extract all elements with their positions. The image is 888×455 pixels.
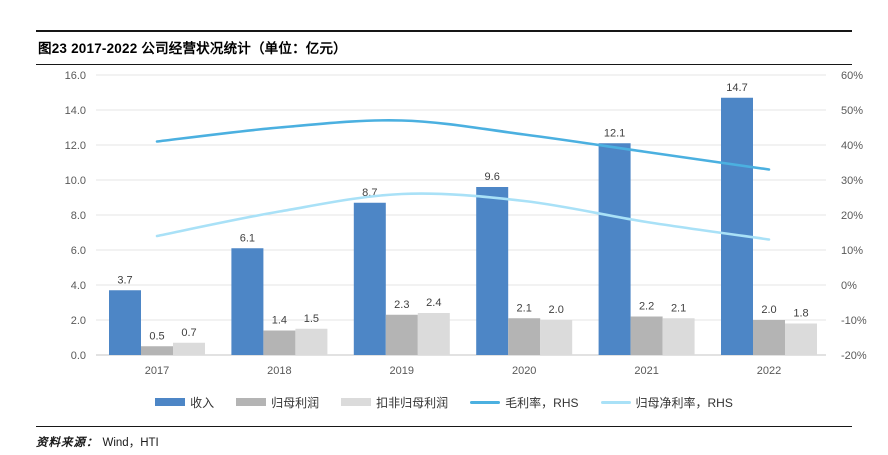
value-label-revenue-2022: 14.7 — [726, 82, 747, 94]
y-axis-right-tick: 30% — [841, 175, 863, 187]
figure-header: 图23 2017-2022 公司经营状况统计（单位：亿元） — [36, 30, 852, 65]
chart-area: 0.0 2.0 4.0 6.0 8.0 10.0 12.0 14.0 16.0 -20% -10% 0… — [0, 58, 888, 390]
value-label-adjusted-net-profit-2021: 2.1 — [671, 302, 686, 314]
value-label-net-profit-2019: 2.3 — [394, 299, 409, 311]
chart-legend: 收入 归母利润 扣非归母利润 毛利率，RHS 归母净利率，RHS — [0, 391, 888, 413]
bar-revenue-2021 — [598, 143, 631, 355]
y-axis-right-tick: 10% — [841, 245, 863, 257]
y-axis-left-tick: 8.0 — [71, 210, 86, 222]
y-axis-right-tick: 60% — [841, 70, 863, 82]
value-label-net-profit-2018: 1.4 — [272, 315, 287, 327]
value-label-net-profit-2017: 0.5 — [149, 330, 164, 342]
value-label-revenue-2017: 3.7 — [117, 274, 132, 286]
legend-swatch-gross-margin-rhs — [470, 400, 501, 404]
y-axis-right-tick: -20% — [841, 350, 867, 362]
bar-adjusted-net-profit-2018 — [295, 328, 328, 355]
bar-revenue-2022 — [721, 97, 753, 355]
x-axis-tick-2017: 2017 — [145, 365, 169, 377]
legend-label-adjusted-net-profit: 扣非归母利润 — [376, 395, 449, 410]
x-axis-tick-2022: 2022 — [757, 365, 781, 377]
line-gross-margin-rhs — [155, 119, 771, 171]
bar-net-profit-2020 — [508, 318, 541, 355]
value-label-revenue-2021: 12.1 — [604, 127, 625, 139]
value-label-net-profit-2021: 2.2 — [639, 301, 654, 313]
y-axis-left-tick: 4.0 — [71, 280, 86, 292]
bar-net-profit-2021 — [630, 316, 663, 355]
bar-revenue-2017 — [109, 290, 141, 355]
value-label-adjusted-net-profit-2019: 2.4 — [426, 297, 441, 309]
legend-swatch-revenue — [155, 398, 186, 406]
legend-label-revenue: 收入 — [190, 395, 215, 410]
value-label-adjusted-net-profit-2020: 2.0 — [549, 304, 564, 316]
legend-item-revenue: 收入 — [155, 394, 214, 411]
value-label-net-profit-2022: 2.0 — [761, 304, 776, 316]
y-axis-left-tick: 2.0 — [71, 315, 86, 327]
bar-adjusted-net-profit-2017 — [173, 342, 205, 355]
value-label-revenue-2020: 9.6 — [485, 171, 500, 183]
value-label-revenue-2018: 6.1 — [240, 232, 255, 244]
bar-adjusted-net-profit-2020 — [540, 320, 573, 355]
legend-label-net-profit: 归母利润 — [271, 395, 320, 410]
y-axis-right-tick: 40% — [841, 140, 863, 152]
line-net-margin-rhs — [155, 192, 771, 241]
value-label-adjusted-net-profit-2017: 0.7 — [181, 327, 196, 339]
legend-label-net-margin-rhs: 归母净利率，RHS — [635, 395, 733, 410]
y-axis-left-tick: 6.0 — [71, 245, 86, 257]
bar-adjusted-net-profit-2022 — [785, 323, 817, 355]
legend-swatch-net-profit — [236, 398, 267, 406]
chart-canvas: 0.0 2.0 4.0 6.0 8.0 10.0 12.0 14.0 16.0 -20% -10% 0… — [65, 70, 867, 377]
legend-swatch-adjusted-net-profit — [341, 398, 372, 406]
y-axis-right-tick: 50% — [841, 105, 863, 117]
figure-title: 图23 2017-2022 公司经营状况统计（单位：亿元） — [38, 41, 347, 56]
source-row: 资料来源： Wind，HTI — [36, 426, 852, 450]
y-axis-left-tick: 0.0 — [71, 350, 86, 362]
legend-label-gross-margin-rhs: 毛利率，RHS — [505, 395, 579, 410]
legend-item-net-profit: 归母利润 — [236, 394, 319, 411]
y-axis-left-tick: 12.0 — [65, 140, 86, 152]
y-axis-left-tick: 14.0 — [65, 105, 86, 117]
bar-net-profit-2018 — [263, 330, 296, 355]
bar-net-profit-2019 — [385, 314, 418, 355]
source-value: Wind，HTI — [102, 437, 159, 449]
bar-revenue-2020 — [476, 187, 509, 355]
y-axis-right-tick: 20% — [841, 210, 863, 222]
source-label: 资料来源： — [36, 437, 99, 449]
bar-adjusted-net-profit-2019 — [417, 313, 450, 355]
y-axis-left-tick: 10.0 — [65, 175, 86, 187]
legend-item-gross-margin-rhs: 毛利率，RHS — [470, 394, 579, 411]
legend-swatch-net-margin-rhs — [600, 400, 631, 404]
y-axis-left-tick: 16.0 — [65, 70, 86, 82]
bar-revenue-2018 — [231, 248, 264, 355]
x-axis-tick-2018: 2018 — [267, 365, 291, 377]
bar-adjusted-net-profit-2021 — [662, 318, 695, 355]
bar-net-profit-2022 — [753, 320, 785, 355]
x-axis-tick-2020: 2020 — [512, 365, 536, 377]
value-label-adjusted-net-profit-2022: 1.8 — [793, 308, 808, 320]
value-label-adjusted-net-profit-2018: 1.5 — [304, 313, 319, 325]
value-label-net-profit-2020: 2.1 — [517, 302, 532, 314]
x-axis-tick-2019: 2019 — [390, 365, 414, 377]
legend-item-net-margin-rhs: 归母净利率，RHS — [600, 394, 733, 411]
bar-revenue-2019 — [353, 202, 386, 355]
y-axis-right-tick: 0% — [841, 280, 857, 292]
y-axis-right-tick: -10% — [841, 315, 867, 327]
bar-net-profit-2017 — [141, 346, 173, 355]
x-axis-tick-2021: 2021 — [634, 365, 658, 377]
legend-item-adjusted-net-profit: 扣非归母利润 — [341, 394, 448, 411]
